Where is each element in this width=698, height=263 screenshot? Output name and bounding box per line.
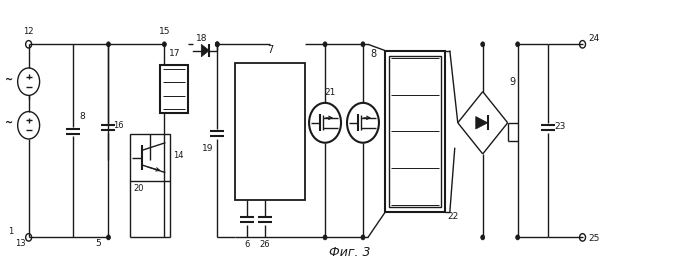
Bar <box>385 50 445 213</box>
Text: 14: 14 <box>173 151 184 160</box>
Text: 9: 9 <box>510 77 516 87</box>
Text: 6: 6 <box>244 240 250 249</box>
Circle shape <box>516 42 519 47</box>
Text: 15: 15 <box>158 27 170 36</box>
Circle shape <box>516 235 519 240</box>
Circle shape <box>215 42 219 47</box>
Text: 26: 26 <box>260 240 271 249</box>
Text: 24: 24 <box>588 34 600 43</box>
Circle shape <box>361 42 365 47</box>
Circle shape <box>309 103 341 143</box>
Text: 12: 12 <box>24 27 34 36</box>
Text: 17: 17 <box>169 48 180 58</box>
Text: 21: 21 <box>325 88 336 97</box>
Text: 19: 19 <box>202 144 213 153</box>
Text: 13: 13 <box>15 239 26 248</box>
Bar <box>235 63 305 200</box>
Circle shape <box>481 235 484 240</box>
Circle shape <box>26 41 31 48</box>
Text: 8: 8 <box>370 49 376 59</box>
Polygon shape <box>201 44 209 57</box>
Text: 23: 23 <box>554 122 565 131</box>
Text: 16: 16 <box>113 121 124 130</box>
Circle shape <box>17 112 40 139</box>
Circle shape <box>323 235 327 240</box>
Circle shape <box>579 234 586 241</box>
Text: 7: 7 <box>267 45 274 55</box>
Circle shape <box>107 235 110 240</box>
Circle shape <box>17 68 40 95</box>
Circle shape <box>361 235 365 240</box>
Text: Фиг. 3: Фиг. 3 <box>329 246 371 259</box>
Text: 5: 5 <box>96 239 101 248</box>
Text: ~: ~ <box>5 74 13 84</box>
Text: 25: 25 <box>588 234 600 243</box>
Text: 18: 18 <box>195 34 207 43</box>
Circle shape <box>163 42 166 47</box>
Circle shape <box>26 234 31 241</box>
Circle shape <box>579 41 586 48</box>
Text: 1: 1 <box>8 227 13 236</box>
Text: 20: 20 <box>133 184 144 193</box>
Circle shape <box>347 103 379 143</box>
Circle shape <box>323 42 327 47</box>
Text: 22: 22 <box>447 212 459 221</box>
Text: ~: ~ <box>5 118 13 128</box>
Bar <box>131 134 170 181</box>
Bar <box>389 55 441 208</box>
Circle shape <box>107 42 110 47</box>
Circle shape <box>215 42 219 47</box>
Circle shape <box>481 42 484 47</box>
Text: 8: 8 <box>80 112 85 121</box>
Polygon shape <box>476 117 488 129</box>
Bar <box>161 65 188 113</box>
